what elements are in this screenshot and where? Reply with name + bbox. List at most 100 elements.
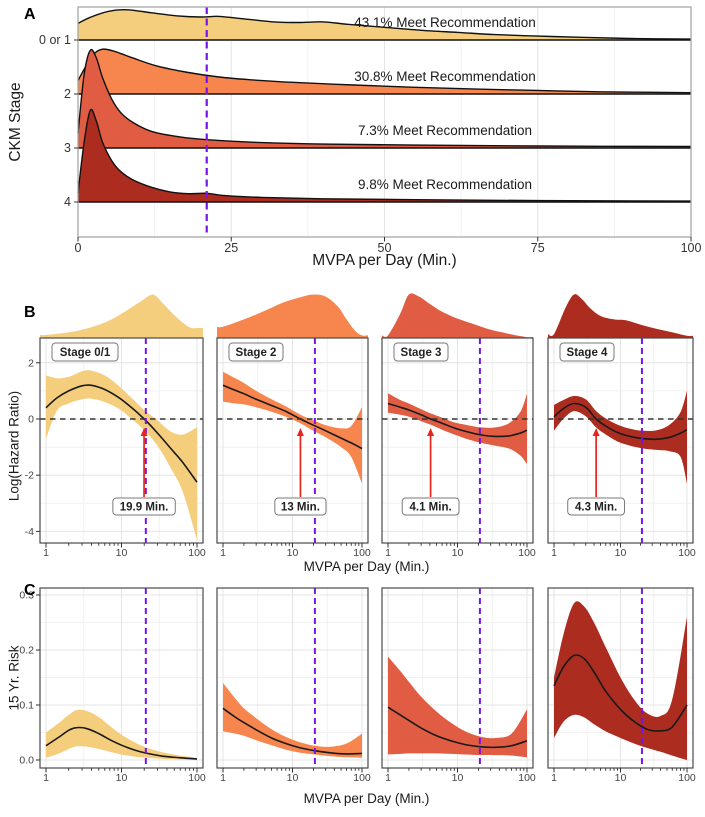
x-tick-label: 1 [385, 772, 391, 784]
panel-a-xaxis-title: MVPA per Day (Min.) [312, 252, 457, 269]
stage-badge-label: Stage 3 [401, 347, 442, 359]
confidence-band [554, 601, 687, 760]
trend-curve [222, 707, 363, 755]
annotation-text: 9.8% Meet Recommendation [358, 177, 532, 192]
crossing-badge-label: 4.3 Min. [575, 502, 617, 514]
crossing-arrowhead-icon [296, 428, 304, 436]
trend-curve [553, 402, 688, 441]
ridge-outline [77, 48, 692, 94]
stage-badge-label: Stage 4 [567, 347, 609, 359]
x-tick-label: 75 [531, 241, 545, 255]
x-tick-label: 10 [287, 772, 299, 784]
x-tick-label: 10 [116, 772, 128, 784]
crossing-badge-label: 13 Min. [281, 502, 320, 514]
density-ridge [217, 294, 368, 338]
crossing-badge-label: 4.1 Min. [409, 502, 451, 514]
x-tick-label: 100 [353, 547, 371, 559]
y-tick-label: 2 [28, 357, 34, 369]
x-tick-label: 1 [220, 547, 226, 559]
crossing-badge [112, 497, 176, 516]
y-tick-label: 0.2 [19, 645, 34, 657]
panel-c-risk-chart: 1 10 100 0.3 0.2 0.1 0.0 1 10 100 1 10 100 1 10 100 [19, 587, 696, 784]
crossing-arrowhead-icon [427, 428, 435, 436]
ridge-outline [77, 9, 692, 40]
crossing-arrowhead-icon [140, 428, 148, 436]
y-tick-label: 0.0 [19, 755, 34, 767]
x-tick-label: 1 [385, 547, 391, 559]
crossing-arrowhead-icon [592, 428, 600, 436]
annotation-text: 43.1% Meet Recommendation [354, 15, 536, 30]
stage-badge-label: Stage 2 [236, 347, 277, 359]
panel-b-xaxis-title: MVPA per Day (Min.) [303, 559, 430, 574]
y-tick-label: 0 or 1 [39, 33, 71, 47]
trend-curve [45, 726, 198, 760]
density-ridge-stage-1 [78, 9, 691, 40]
trend-curve [553, 654, 688, 732]
x-tick-label: 100 [518, 547, 536, 559]
trend-curve [45, 384, 198, 483]
x-tick-label: 1 [43, 547, 49, 559]
x-tick-label: 100 [678, 772, 696, 784]
x-tick-label: 1 [551, 772, 557, 784]
x-tick-label: 100 [188, 772, 206, 784]
x-tick-label: 100 [188, 547, 206, 559]
panel-c-xaxis-title: MVPA per Day (Min.) [303, 791, 430, 806]
x-tick-label: 1 [220, 772, 226, 784]
density-ridge [382, 293, 533, 338]
x-tick-label: 50 [378, 241, 392, 255]
panel-b-label: B [24, 304, 36, 321]
panel-b-yaxis-title: Log(Hazard Ratio) [6, 390, 22, 502]
panel-a-yaxis-title: CKM Stage [7, 82, 24, 162]
confidence-band [223, 683, 362, 758]
ridge-outline [77, 108, 692, 202]
density-ridge [40, 294, 203, 338]
x-tick-label: 100 [678, 547, 696, 559]
annotation-text: 30.8% Meet Recommendation [354, 69, 536, 84]
x-tick-label: 100 [681, 241, 702, 255]
confidence-band [554, 390, 687, 484]
trend-curve [387, 402, 528, 438]
panel-c-yaxis-title: 15 Yr. Risk [6, 645, 22, 711]
panel-a-ridgeline-chart: 43.1% Meet Recommendation 30.8% Meet Reco… [39, 6, 702, 255]
stage-badge [228, 342, 284, 362]
x-tick-label: 10 [615, 547, 627, 559]
y-tick-label: -4 [25, 526, 34, 538]
crossing-badge [274, 497, 327, 516]
x-tick-label: 100 [518, 772, 536, 784]
x-tick-label: 10 [452, 547, 464, 559]
density-ridge-stage-2 [78, 49, 691, 94]
crossing-badge-label: 19.9 Min. [120, 502, 169, 514]
x-tick-label: 10 [287, 547, 299, 559]
x-tick-label: 100 [353, 772, 371, 784]
density-ridge-stage-4 [78, 109, 691, 202]
stage-badge [393, 342, 449, 362]
trend-curve [222, 384, 363, 450]
panel-a-label: A [24, 6, 36, 23]
y-tick-label: -2 [25, 470, 34, 482]
stage-badge [559, 342, 615, 362]
panel-c-label: C [24, 582, 36, 599]
y-tick-label: 2 [64, 87, 71, 101]
annotation-text: 7.3% Meet Recommendation [358, 123, 532, 138]
x-tick-label: 25 [224, 241, 238, 255]
ridge-outline [77, 48, 692, 148]
density-ridge-stage-3 [78, 49, 691, 148]
y-tick-label: 4 [64, 195, 71, 209]
panel-b-hazard-chart: 19.9 Min. Stage 0/1 1 10 100 2 0 -2 -4 13 Min. Sta… [25, 293, 696, 559]
x-tick-label: 1 [551, 547, 557, 559]
x-tick-label: 10 [452, 772, 464, 784]
x-tick-label: 0 [75, 241, 82, 255]
x-tick-label: 10 [116, 547, 128, 559]
x-tick-label: 10 [615, 772, 627, 784]
confidence-band [46, 709, 197, 760]
y-tick-label: 0.1 [19, 700, 34, 712]
confidence-band [46, 370, 197, 540]
y-tick-label: 0.3 [19, 590, 34, 602]
crossing-badge [567, 497, 626, 516]
density-ridge [548, 294, 693, 338]
stage-badge [51, 342, 119, 362]
crossing-badge [401, 497, 460, 516]
stage-badge-label: Stage 0/1 [60, 347, 111, 359]
trend-curve [387, 706, 528, 749]
